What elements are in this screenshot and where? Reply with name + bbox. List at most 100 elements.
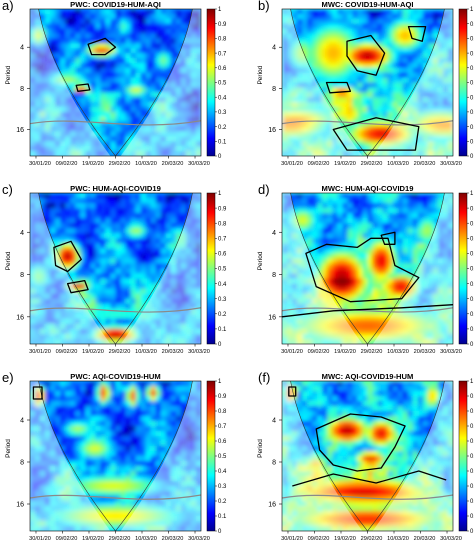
colorbar-tick-label: 0.5: [470, 267, 474, 273]
colorbar-tick-label: 0.9: [470, 22, 474, 28]
heatmap-area: [30, 9, 201, 156]
colorbar-tick-label: 0.1: [470, 327, 474, 333]
colorbar: [206, 192, 216, 345]
significance-line: [282, 120, 453, 126]
significance-contour: [75, 83, 91, 92]
colorbar-tick-label: 0.6: [218, 252, 227, 258]
cone-of-influence-line: [38, 9, 193, 156]
colorbar-tick-label: 0.6: [470, 252, 474, 258]
colorbar-tick-label: 0.2: [218, 125, 227, 131]
y-tick-label: 4: [272, 230, 276, 237]
colorbar-tick-label: 0.2: [470, 125, 474, 131]
x-tick-label: 30/03/20: [440, 349, 462, 355]
panel-letter: c): [2, 182, 13, 197]
colorbar-tick-label: 0: [218, 529, 222, 535]
significance-contour: [53, 240, 82, 273]
colorbar-tick-label: 0.1: [218, 514, 227, 520]
x-tick-label: 30/03/20: [440, 536, 462, 540]
colorbar-tick-label: 0.5: [470, 454, 474, 460]
y-axis-label: Period: [5, 439, 12, 458]
colorbar-tick-label: 1: [218, 379, 222, 385]
colorbar-tick-label: 0.7: [218, 424, 227, 430]
colorbar-tick-label: 0.8: [470, 221, 474, 227]
x-tick-label: 29/02/20: [109, 536, 131, 540]
x-tick-label: 09/02/20: [308, 536, 330, 540]
significance-line: [30, 307, 201, 313]
x-tick-label: 30/01/20: [29, 349, 51, 355]
colorbar-tick-label: 1: [470, 191, 474, 197]
colorbar: [206, 380, 216, 532]
panel-3: PWC: HUM-AQI-COVID19 c) Period 4 8 16 30/01/20…: [2, 182, 227, 355]
colorbar-tick-label: 1: [470, 7, 474, 13]
x-tick-label: 30/03/20: [188, 536, 210, 540]
colorbar-tick-label: 0: [470, 342, 474, 348]
y-tick-label: 8: [20, 86, 24, 93]
colorbar: [206, 8, 216, 157]
cone-of-influence-shade: [30, 9, 201, 156]
colorbar-tick-label: 0.7: [218, 237, 227, 243]
x-tick-label: 30/03/20: [440, 161, 462, 167]
heatmap-cells: [282, 381, 453, 531]
colorbar-tick-label: 0.3: [470, 110, 474, 116]
colorbar-tick-label: 0.1: [470, 140, 474, 146]
colorbar-tick-label: 0.7: [218, 51, 227, 57]
colorbar-tick-label: 0.5: [218, 267, 227, 273]
y-tick-label: 16: [16, 127, 24, 134]
heatmap-cells: [30, 9, 201, 156]
significance-contour: [87, 37, 117, 56]
significance-line: [282, 307, 453, 313]
panel-title: PWC: AQI-COVID19-HUM: [70, 372, 160, 381]
colorbar-tick-label: 0.5: [218, 454, 227, 460]
significance-contour: [305, 237, 420, 303]
panel-title: PWC: HUM-AQI-COVID19: [70, 184, 161, 193]
x-tick-label: 20/03/20: [414, 161, 436, 167]
colorbar-tick-label: 0.1: [218, 140, 227, 146]
y-tick-label: 16: [268, 502, 276, 509]
colorbar-tick-label: 0.8: [470, 37, 474, 43]
colorbar-tick-label: 0.6: [218, 66, 227, 72]
panel-5: PWC: AQI-COVID19-HUM e) Period 4 8 16 30/01/20…: [2, 370, 227, 540]
significance-line: [282, 494, 453, 500]
colorbar-tick-label: 0: [218, 154, 222, 160]
x-tick-label: 09/02/20: [308, 161, 330, 167]
x-tick-label: 20/03/20: [162, 161, 184, 167]
x-tick-label: 20/03/20: [414, 349, 436, 355]
x-tick-label: 09/02/20: [308, 349, 330, 355]
colorbar-tick-label: 0.9: [470, 394, 474, 400]
colorbar-tick-label: 0: [218, 342, 222, 348]
colorbar-tick-label: 0.6: [470, 439, 474, 445]
cone-of-influence-shade: [30, 381, 201, 531]
x-tick-label: 19/02/20: [82, 349, 104, 355]
y-tick-label: 4: [272, 45, 276, 52]
colorbar-tick-label: 0.2: [470, 499, 474, 505]
y-axis-label: Period: [257, 251, 264, 270]
heatmap-area: [282, 193, 453, 344]
cone-of-influence-line: [290, 193, 445, 344]
y-tick-label: 8: [272, 272, 276, 279]
x-tick-label: 10/03/20: [135, 349, 157, 355]
x-tick-label: 29/02/20: [109, 349, 131, 355]
colorbar-tick-label: 1: [218, 7, 222, 13]
colorbar-tick-label: 0.4: [218, 282, 227, 288]
colorbar-tick-label: 0.1: [218, 327, 227, 333]
heatmap-area: [30, 381, 201, 531]
colorbar-tick-label: 0.4: [218, 469, 227, 475]
y-tick-label: 4: [272, 418, 276, 425]
y-tick-label: 8: [272, 460, 276, 467]
colorbar-tick-label: 1: [470, 379, 474, 385]
colorbar-tick-label: 0.4: [218, 95, 227, 101]
y-tick-label: 16: [16, 502, 24, 509]
colorbar-tick-label: 0.9: [218, 394, 227, 400]
heatmap-cells: [282, 193, 453, 344]
heatmap-area: [282, 9, 453, 156]
colorbar-tick-label: 0.2: [470, 312, 474, 318]
cone-of-influence-shade: [282, 193, 453, 344]
y-axis-label: Period: [257, 439, 264, 458]
x-tick-label: 10/03/20: [135, 161, 157, 167]
colorbar-tick-label: 0.3: [470, 484, 474, 490]
x-tick-label: 19/02/20: [334, 161, 356, 167]
colorbar-tick-label: 0.9: [218, 22, 227, 28]
y-tick-label: 4: [20, 418, 24, 425]
cone-of-influence-line: [290, 381, 445, 531]
x-tick-label: 30/01/20: [29, 536, 51, 540]
